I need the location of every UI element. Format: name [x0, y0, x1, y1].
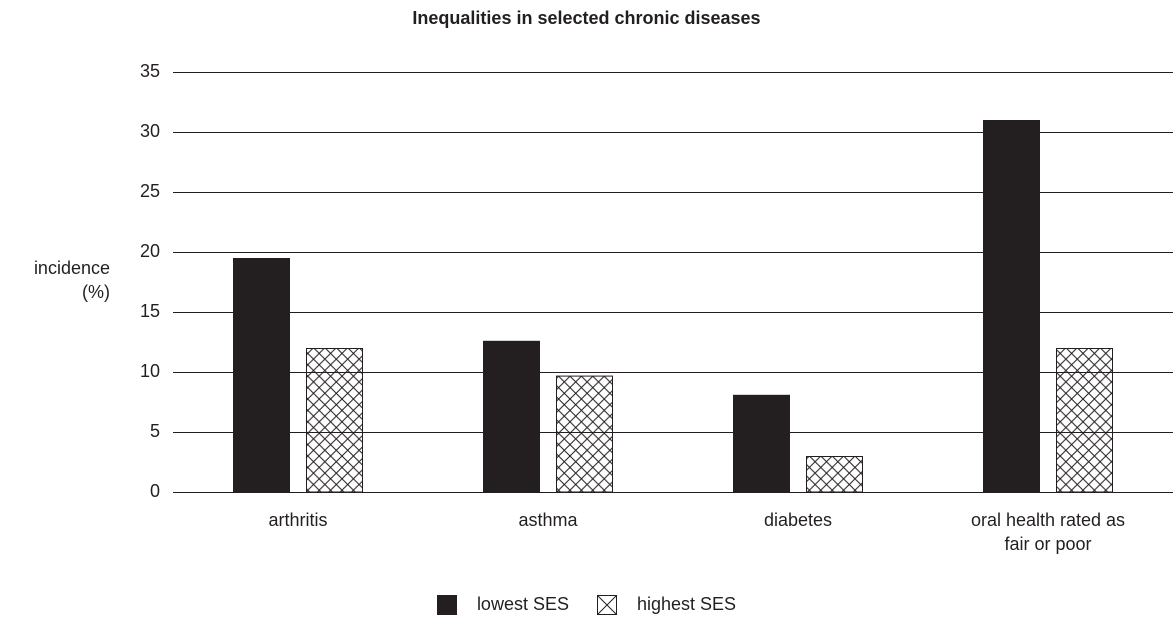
y-tick-label-20: 20	[139, 241, 160, 261]
legend: lowest SES highest SES	[0, 594, 1173, 615]
x-tick-label-0: arthritis	[268, 508, 327, 532]
bar-highest-ses-1	[556, 375, 613, 493]
y-axis-label: incidence (%)	[34, 256, 110, 304]
y-tick-label-35: 35	[139, 61, 160, 81]
chart-title: Inequalities in selected chronic disease…	[412, 8, 761, 28]
legend-item-lowest-ses: lowest SES	[436, 594, 569, 615]
bar-lowest-ses-3	[983, 120, 1040, 493]
legend-item-highest-ses: highest SES	[596, 594, 737, 615]
y-tick-label-10: 10	[139, 361, 160, 381]
x-tick-label-1: asthma	[518, 508, 577, 532]
y-tick-label-5: 5	[149, 421, 160, 441]
y-axis-label-line-2: (%)	[82, 282, 110, 302]
y-tick-label-0: 0	[149, 481, 160, 501]
x-tick-label-line: oral health rated as	[970, 510, 1126, 530]
legend-label-highest-ses: highest SES	[636, 594, 737, 614]
x-tick-label-line: arthritis	[268, 510, 328, 530]
x-tick-label-line: fair or poor	[1004, 534, 1092, 554]
y-tick-label-15: 15	[139, 301, 160, 321]
legend-swatch-crosshatch	[596, 594, 617, 615]
bar-lowest-ses-0	[233, 258, 290, 493]
bar-highest-ses-0	[306, 348, 363, 493]
bars	[233, 120, 1113, 493]
bar-highest-ses-2	[806, 456, 863, 493]
y-axis-label-line-1: incidence	[33, 258, 110, 278]
legend-label-lowest-ses: lowest SES	[476, 594, 569, 614]
bar-lowest-ses-2	[733, 394, 790, 493]
bar-lowest-ses-1	[483, 340, 540, 493]
x-tick-label-2: diabetes	[764, 508, 832, 532]
bar-highest-ses-3	[1056, 348, 1113, 493]
x-tick-label-line: asthma	[518, 510, 578, 530]
legend-swatch-solid	[436, 594, 457, 615]
y-tick-label-30: 30	[139, 121, 160, 141]
x-tick-label-3: oral health rated as fair or poor	[971, 508, 1125, 556]
x-tick-label-line: diabetes	[763, 510, 833, 530]
y-tick-label-25: 25	[139, 181, 160, 201]
